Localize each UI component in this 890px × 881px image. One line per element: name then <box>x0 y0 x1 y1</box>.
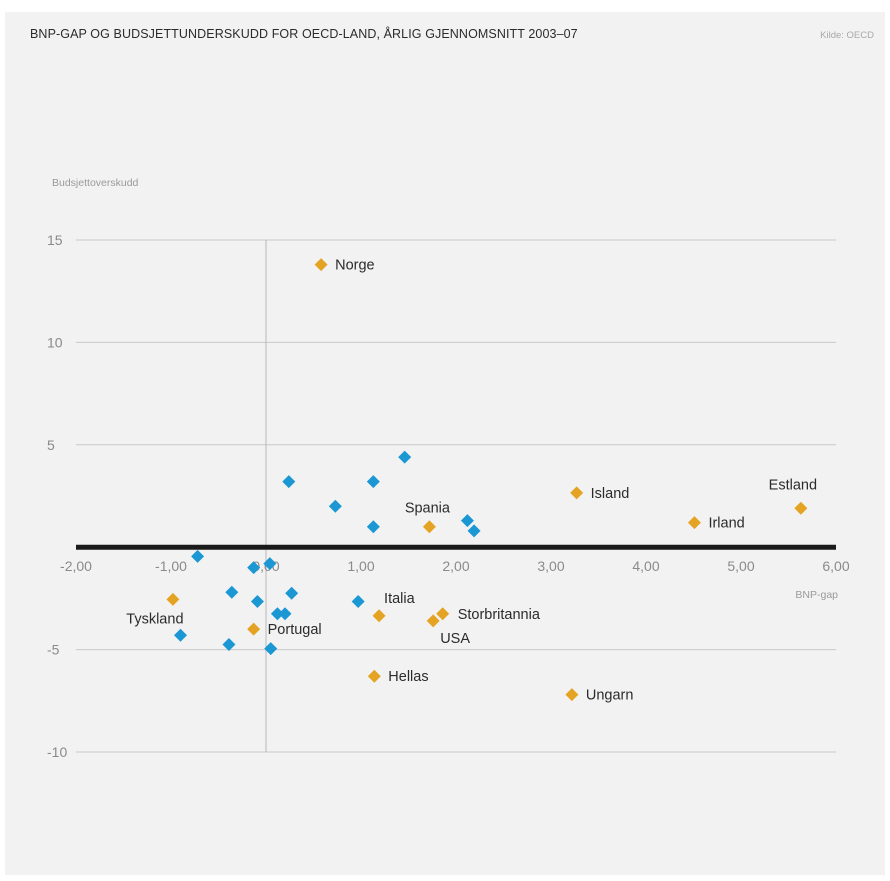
chart-source: Kilde: OECD <box>820 30 874 41</box>
highlight-point <box>314 258 328 272</box>
chart-card <box>5 12 885 875</box>
highlight-point <box>426 614 440 628</box>
y-tick-label: -10 <box>47 744 67 760</box>
data-point <box>398 450 412 464</box>
data-point <box>174 628 187 642</box>
data-point <box>270 607 284 621</box>
y-tick-label: 10 <box>47 334 63 350</box>
highlight-point <box>367 669 381 683</box>
point-label: Spania <box>405 501 451 517</box>
highlight-point <box>422 520 436 534</box>
highlight-point <box>794 501 808 515</box>
highlight-point <box>372 609 386 623</box>
highlight-point <box>570 486 584 500</box>
x-tick-label: 2,00 <box>442 558 469 574</box>
y-tick-label: 15 <box>47 232 63 248</box>
point-label: Norge <box>335 258 375 274</box>
y-axis-title: Budsjettoverskudd <box>52 177 139 189</box>
data-point <box>460 514 474 528</box>
data-point <box>222 637 236 651</box>
data-point <box>250 594 264 608</box>
y-tick-label: 5 <box>47 437 55 453</box>
data-point <box>328 499 342 513</box>
x-tick-label: 3,00 <box>537 558 564 574</box>
x-axis-title: BNP-gap <box>795 589 838 601</box>
x-tick-label: -1,00 <box>155 558 187 574</box>
data-point <box>264 642 278 656</box>
data-point <box>366 475 380 489</box>
data-point <box>351 594 365 608</box>
data-point <box>247 561 261 575</box>
point-label: Ungarn <box>586 688 634 704</box>
y-tick-label: -5 <box>47 642 60 658</box>
highlight-point <box>247 622 261 636</box>
data-point <box>282 475 296 489</box>
point-label: Storbritannia <box>458 607 541 623</box>
highlight-point <box>565 688 579 702</box>
point-label: Island <box>591 486 630 502</box>
point-label: Tyskland <box>126 611 183 627</box>
data-point <box>366 520 380 534</box>
point-label: Italia <box>384 591 416 607</box>
point-label: Portugal <box>268 622 322 638</box>
data-point <box>263 557 277 571</box>
x-tick-label: -2,00 <box>60 558 92 574</box>
x-tick-label: 1,00 <box>347 558 374 574</box>
data-point <box>285 586 299 600</box>
data-point <box>467 524 481 538</box>
data-point <box>225 585 239 599</box>
x-tick-label: 5,00 <box>727 558 754 574</box>
chart-title: BNP-GAP OG BUDSJETTUNDERSKUDD FOR OECD-L… <box>30 27 578 41</box>
data-point <box>278 607 292 621</box>
point-label: Hellas <box>388 669 428 685</box>
point-label: Irland <box>708 516 744 532</box>
point-label: USA <box>440 631 470 647</box>
x-tick-label: 4,00 <box>632 558 659 574</box>
highlight-point <box>687 516 701 530</box>
x-tick-label: 6,00 <box>822 558 849 574</box>
highlight-point <box>436 607 450 621</box>
highlight-point <box>166 592 180 606</box>
point-label: Estland <box>769 477 817 493</box>
data-point <box>191 549 205 563</box>
